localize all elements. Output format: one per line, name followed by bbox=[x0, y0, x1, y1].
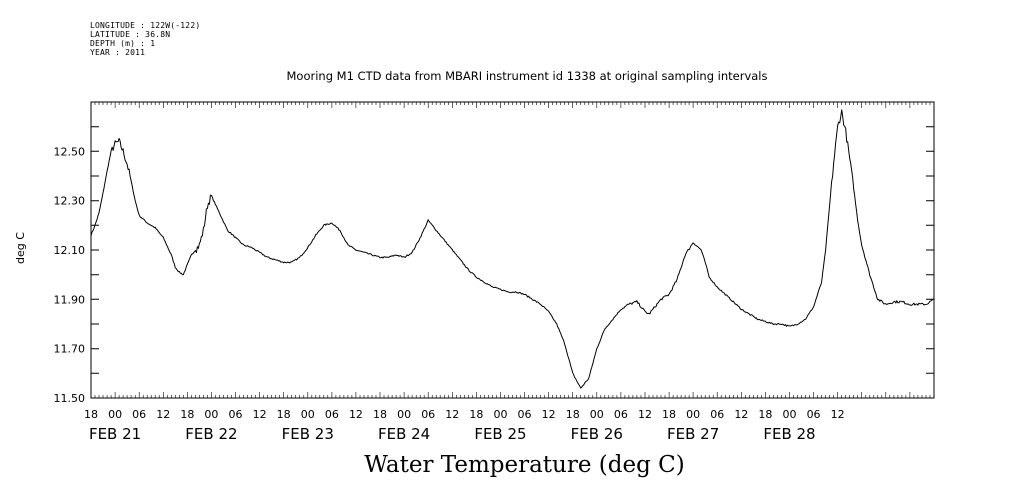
x-hour-label: 18 bbox=[84, 408, 98, 421]
x-hour-label: 18 bbox=[566, 408, 580, 421]
y-tick-label: 11.70 bbox=[54, 343, 86, 356]
x-hour-label: 12 bbox=[542, 408, 556, 421]
x-hour-label: 06 bbox=[132, 408, 146, 421]
x-hour-label: 06 bbox=[421, 408, 435, 421]
x-day-label: FEB 22 bbox=[185, 425, 237, 443]
x-hour-label: 12 bbox=[831, 408, 845, 421]
x-hour-label: 00 bbox=[301, 408, 315, 421]
x-hour-label: 18 bbox=[662, 408, 676, 421]
x-hour-label: 12 bbox=[734, 408, 748, 421]
x-day-label: FEB 28 bbox=[763, 425, 815, 443]
x-day-label: FEB 26 bbox=[571, 425, 623, 443]
metadata-block: LONGITUDE : 122W(-122) LATITUDE : 36.8N … bbox=[90, 21, 200, 57]
y-ticks bbox=[91, 101, 934, 399]
y-tick-label: 12.10 bbox=[54, 244, 86, 257]
x-day-label: FEB 24 bbox=[378, 425, 430, 443]
x-hour-label: 18 bbox=[277, 408, 291, 421]
x-hour-label: 06 bbox=[229, 408, 243, 421]
x-minor-ticks bbox=[90, 102, 935, 398]
longitude-text: LONGITUDE : 122W(-122) bbox=[90, 21, 201, 30]
x-hour-label: 06 bbox=[325, 408, 339, 421]
x-hour-label: 00 bbox=[493, 408, 507, 421]
x-hour-label: 18 bbox=[758, 408, 772, 421]
x-hour-label: 06 bbox=[518, 408, 532, 421]
x-hour-label: 18 bbox=[180, 408, 194, 421]
x-hour-label: 06 bbox=[807, 408, 821, 421]
x-hour-label: 06 bbox=[710, 408, 724, 421]
y-tick-label: 12.50 bbox=[54, 145, 86, 158]
x-hour-label: 12 bbox=[156, 408, 170, 421]
x-day-label: FEB 27 bbox=[667, 425, 719, 443]
x-hour-label: 18 bbox=[469, 408, 483, 421]
chart-title: Mooring M1 CTD data from MBARI instrumen… bbox=[286, 69, 768, 83]
x-hour-label: 18 bbox=[373, 408, 387, 421]
x-hour-label: 00 bbox=[397, 408, 411, 421]
latitude-text: LATITUDE : 36.8N bbox=[90, 30, 171, 39]
x-hour-label: 00 bbox=[108, 408, 122, 421]
year-text: YEAR : 2011 bbox=[90, 48, 146, 57]
x-hour-label: 00 bbox=[686, 408, 700, 421]
y-tick-label: 11.90 bbox=[54, 293, 86, 306]
x-day-label: FEB 23 bbox=[282, 425, 334, 443]
x-hour-label: 00 bbox=[590, 408, 604, 421]
x-hour-label: 06 bbox=[614, 408, 628, 421]
plot-frame bbox=[90, 101, 935, 399]
x-hour-label: 00 bbox=[782, 408, 796, 421]
x-hour-label: 12 bbox=[638, 408, 652, 421]
x-hour-label: 12 bbox=[445, 408, 459, 421]
depth-text: DEPTH (m) : 1 bbox=[90, 39, 156, 48]
temperature-series-line bbox=[90, 109, 935, 389]
x-day-label: FEB 25 bbox=[474, 425, 526, 443]
y-tick-label: 12.30 bbox=[54, 195, 86, 208]
x-axis-title: Water Temperature (deg C) bbox=[364, 452, 685, 478]
y-tick-label: 11.50 bbox=[54, 392, 86, 405]
x-hour-label: 00 bbox=[204, 408, 218, 421]
x-hour-label: 12 bbox=[253, 408, 267, 421]
x-hour-label: 12 bbox=[349, 408, 363, 421]
x-day-label: FEB 21 bbox=[89, 425, 141, 443]
